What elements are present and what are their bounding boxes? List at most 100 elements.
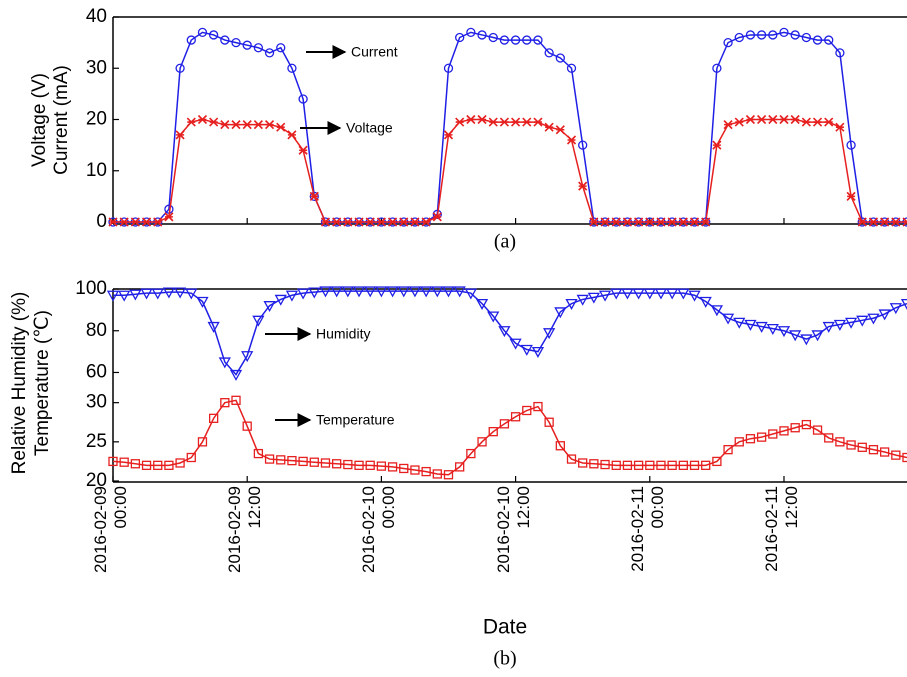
data-point — [264, 48, 275, 58]
data-point — [164, 460, 174, 470]
data-point — [835, 48, 845, 58]
data-point — [298, 456, 308, 467]
data-point — [387, 462, 398, 472]
data-point — [431, 286, 444, 298]
data-point — [410, 217, 420, 227]
data-point — [220, 120, 230, 130]
data-point — [522, 117, 532, 127]
y-tick-label: 100 — [75, 278, 107, 299]
data-point — [745, 30, 756, 40]
data-point — [710, 305, 723, 317]
data-point — [242, 40, 252, 50]
data-point — [399, 217, 409, 227]
data-point — [566, 135, 577, 145]
data-point — [589, 217, 599, 227]
data-point — [543, 328, 556, 340]
data-point — [175, 458, 185, 468]
data-point — [252, 315, 265, 327]
data-point — [253, 120, 263, 130]
data-point — [510, 412, 521, 422]
data-point — [677, 288, 690, 300]
data-point — [699, 296, 712, 308]
data-point — [432, 212, 442, 222]
data-point — [399, 463, 409, 474]
data-point — [745, 434, 756, 444]
caption: (b) — [493, 648, 516, 670]
data-point — [621, 288, 634, 300]
data-point — [108, 456, 118, 467]
data-point — [790, 423, 800, 433]
data-point — [129, 289, 142, 301]
data-point — [645, 460, 655, 470]
y-tick-label: 30 — [86, 57, 107, 78]
data-point — [723, 120, 733, 130]
data-point — [263, 301, 276, 313]
data-point — [835, 437, 845, 447]
data-point — [488, 32, 498, 43]
data-point — [688, 290, 701, 302]
data-point — [320, 458, 331, 468]
data-point — [622, 217, 632, 227]
data-point — [130, 459, 141, 469]
y-tick-label: 30 — [86, 392, 107, 413]
data-point — [185, 288, 198, 300]
data-point — [712, 63, 722, 73]
data-point — [308, 287, 321, 299]
data-point — [835, 122, 845, 132]
data-point — [253, 448, 264, 459]
data-point — [141, 460, 152, 470]
data-point — [343, 217, 353, 227]
data-point — [689, 460, 700, 470]
data-point — [566, 63, 577, 73]
data-point — [633, 460, 644, 470]
data-point — [666, 288, 679, 300]
data-point — [555, 53, 565, 63]
data-point — [164, 212, 174, 222]
data-point — [712, 456, 722, 467]
data-point — [186, 117, 196, 127]
data-point — [554, 307, 567, 319]
data-point — [309, 457, 319, 467]
data-point — [421, 466, 431, 477]
data-point — [744, 319, 757, 331]
data-point — [779, 114, 789, 125]
data-point — [656, 217, 666, 227]
data-point — [242, 421, 252, 431]
data-point — [376, 217, 386, 227]
data-point — [555, 441, 565, 451]
data-point — [768, 114, 778, 125]
data-point — [756, 30, 767, 40]
data-point — [533, 401, 543, 412]
data-point — [209, 117, 219, 127]
y-axis-label: Relative Humidity (%) — [9, 292, 30, 475]
data-point — [777, 326, 791, 338]
data-point — [466, 27, 476, 38]
data-point — [533, 117, 543, 127]
data-point — [880, 217, 890, 227]
y-tick-label: 25 — [86, 431, 107, 452]
data-point — [365, 217, 375, 227]
data-point — [756, 432, 767, 442]
data-point — [768, 429, 778, 439]
data-point — [610, 288, 623, 300]
data-point — [555, 125, 565, 135]
data-point — [723, 445, 733, 455]
data-point — [600, 217, 610, 227]
data-point — [846, 140, 856, 150]
data-point — [376, 461, 387, 471]
data-point — [477, 437, 487, 447]
data-point — [285, 290, 299, 302]
data-point — [789, 330, 802, 342]
data-point — [544, 417, 554, 427]
y-tick-label: 10 — [86, 160, 107, 181]
data-point — [578, 181, 588, 191]
data-point — [352, 286, 366, 298]
data-point — [175, 63, 185, 73]
data-point — [891, 217, 901, 227]
data-point — [509, 338, 522, 350]
data-point — [388, 217, 398, 227]
annotation: Temperature — [316, 412, 395, 428]
data-point — [140, 288, 153, 300]
data-point — [151, 288, 164, 300]
